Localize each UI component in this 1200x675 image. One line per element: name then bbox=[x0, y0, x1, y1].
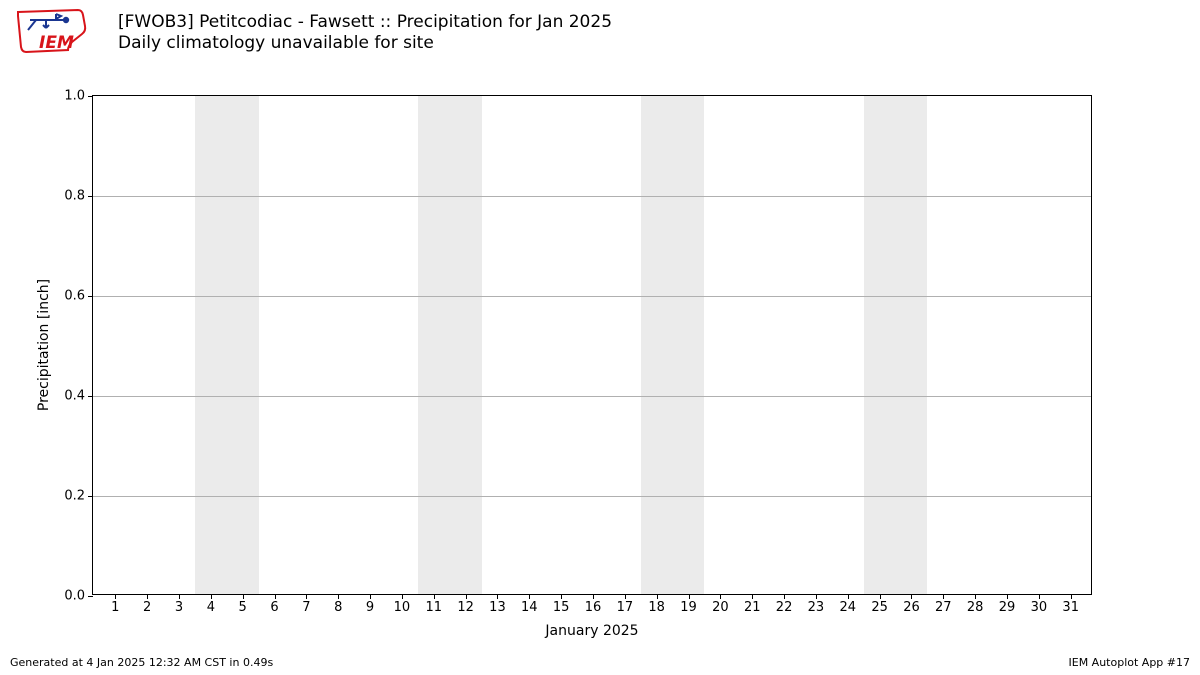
xtick-label: 14 bbox=[521, 594, 538, 615]
xtick-label: 18 bbox=[648, 594, 665, 615]
gridline bbox=[93, 196, 1091, 197]
ytick-label: 0.6 bbox=[64, 289, 93, 304]
xtick-label: 15 bbox=[553, 594, 570, 615]
ytick-label: 0.0 bbox=[64, 589, 93, 604]
xtick-label: 11 bbox=[425, 594, 442, 615]
xtick-label: 10 bbox=[394, 594, 411, 615]
title-line-2: Daily climatology unavailable for site bbox=[118, 33, 612, 54]
xtick-label: 20 bbox=[712, 594, 729, 615]
ytick-label: 0.2 bbox=[64, 489, 93, 504]
xtick-label: 26 bbox=[903, 594, 920, 615]
xtick-label: 24 bbox=[839, 594, 856, 615]
xtick-label: 13 bbox=[489, 594, 506, 615]
footer-app: IEM Autoplot App #17 bbox=[1069, 656, 1191, 669]
xtick-label: 27 bbox=[935, 594, 952, 615]
footer-generated: Generated at 4 Jan 2025 12:32 AM CST in … bbox=[10, 656, 273, 669]
gridline bbox=[93, 496, 1091, 497]
xtick-label: 8 bbox=[334, 594, 342, 615]
weekend-band bbox=[864, 96, 928, 594]
weekend-band bbox=[195, 96, 259, 594]
xtick-label: 21 bbox=[744, 594, 761, 615]
y-axis-label: Precipitation [inch] bbox=[36, 279, 52, 411]
xtick-label: 30 bbox=[1031, 594, 1048, 615]
xtick-label: 2 bbox=[143, 594, 151, 615]
gridline bbox=[93, 396, 1091, 397]
xtick-label: 4 bbox=[207, 594, 215, 615]
xtick-label: 23 bbox=[808, 594, 825, 615]
chart-title: [FWOB3] Petitcodiac - Fawsett :: Precipi… bbox=[118, 12, 612, 55]
ytick-label: 0.8 bbox=[64, 189, 93, 204]
xtick-label: 5 bbox=[239, 594, 247, 615]
weekend-band bbox=[418, 96, 482, 594]
xtick-label: 19 bbox=[680, 594, 697, 615]
gridline bbox=[93, 296, 1091, 297]
svg-text:IEM: IEM bbox=[39, 33, 74, 53]
xtick-label: 9 bbox=[366, 594, 374, 615]
xtick-label: 17 bbox=[617, 594, 634, 615]
xtick-label: 25 bbox=[871, 594, 888, 615]
xtick-label: 16 bbox=[585, 594, 602, 615]
plot-area: 0.00.20.40.60.81.01234567891011121314151… bbox=[92, 95, 1092, 595]
weekend-band bbox=[641, 96, 705, 594]
xtick-label: 6 bbox=[270, 594, 278, 615]
xtick-label: 7 bbox=[302, 594, 310, 615]
xtick-label: 29 bbox=[999, 594, 1016, 615]
xtick-label: 1 bbox=[111, 594, 119, 615]
xtick-label: 22 bbox=[776, 594, 793, 615]
x-axis-label: January 2025 bbox=[545, 623, 638, 639]
xtick-label: 3 bbox=[175, 594, 183, 615]
xtick-label: 28 bbox=[967, 594, 984, 615]
xtick-label: 12 bbox=[457, 594, 474, 615]
ytick-label: 1.0 bbox=[64, 89, 93, 104]
ytick-label: 0.4 bbox=[64, 389, 93, 404]
xtick-label: 31 bbox=[1062, 594, 1079, 615]
iem-logo: IEM bbox=[12, 6, 92, 56]
title-line-1: [FWOB3] Petitcodiac - Fawsett :: Precipi… bbox=[118, 12, 612, 33]
page: IEM [FWOB3] Petitcodiac - Fawsett :: Pre… bbox=[0, 0, 1200, 675]
